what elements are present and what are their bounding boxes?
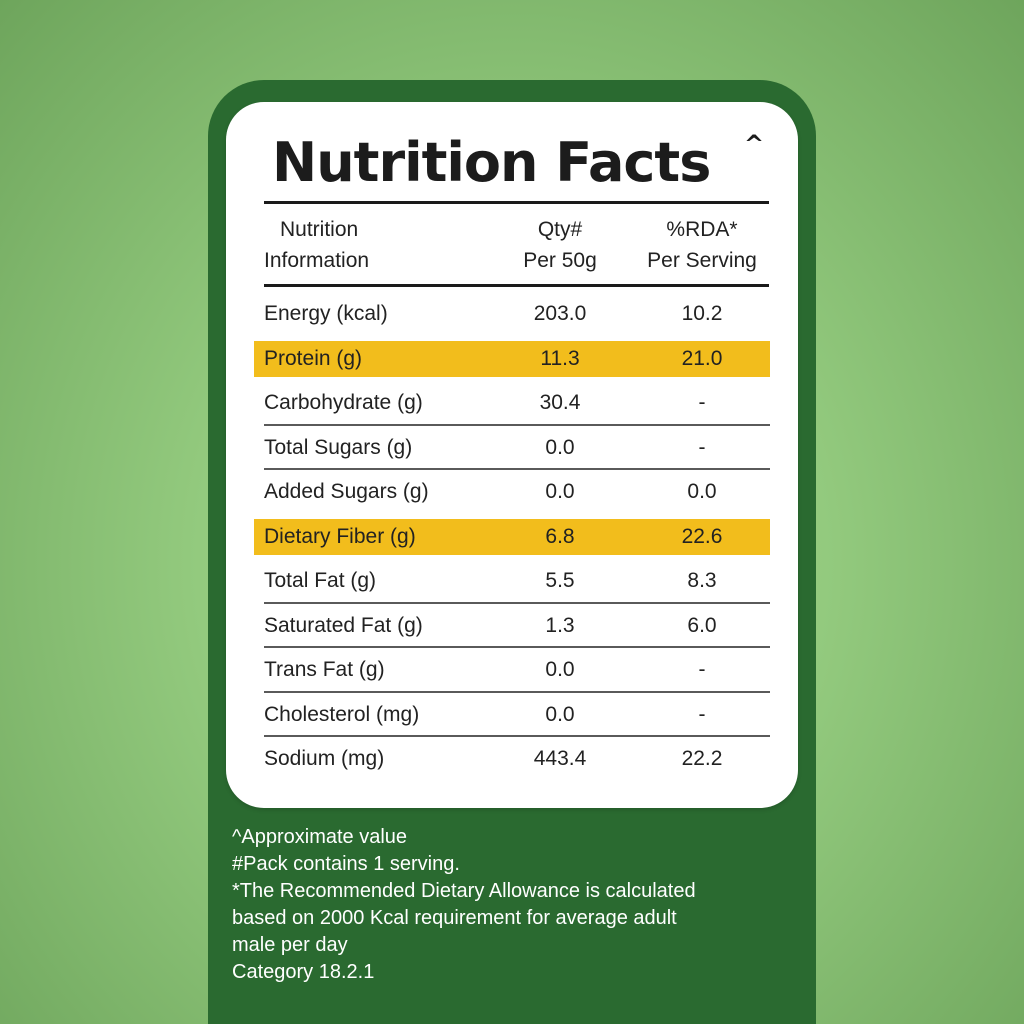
nutrient-rda: 10.2	[681, 302, 723, 325]
nutrient-quantity: 203.0	[533, 302, 587, 325]
nutrient-quantity: 11.3	[540, 346, 580, 370]
header-rda: %RDA* Per Serving	[632, 214, 772, 276]
nutrient-name: Added Sugars (g)	[264, 480, 429, 503]
row-divider	[264, 601, 770, 604]
nutrient-name: Total Fat (g)	[264, 569, 377, 592]
header-col1-line2: Information	[264, 249, 370, 272]
nutrition-table: Energy (kcal) 203.0 10.2 Protein (g) 11.3 21.…	[254, 292, 770, 782]
nutrient-quantity: 0.0	[545, 435, 575, 459]
nutrient-rda: 6.0	[687, 613, 717, 637]
row-highlight	[254, 340, 770, 377]
nutrient-quantity: 0.0	[545, 480, 575, 503]
nutrient-quantity: 30.4	[539, 391, 581, 414]
footnote-line: *The Recommended Dietary Allowance is ca…	[232, 880, 696, 902]
nutrient-name: Sodium (mg)	[264, 747, 385, 770]
footnote-line: based on 2000 Kcal requirement for avera…	[232, 907, 677, 929]
header-col3-line1: %RDA*	[666, 218, 738, 241]
nutrient-name: Energy (kcal)	[264, 302, 388, 325]
nutrient-quantity: 0.0	[545, 658, 575, 681]
table-row: Protein (g) 11.3 21.0	[254, 337, 770, 382]
nutrient-quantity: 443.4	[533, 747, 587, 770]
title-footnote-mark: ^	[744, 130, 765, 158]
footnote-line: #Pack contains 1 serving.	[232, 853, 460, 875]
row-divider	[264, 468, 770, 470]
nutrient-name: Protein (g)	[264, 346, 363, 370]
nutrient-rda: -	[698, 658, 706, 681]
nutrient-name: Trans Fat (g)	[264, 658, 385, 681]
header-col2-line1: Qty#	[537, 218, 583, 241]
row-highlight	[254, 518, 770, 555]
table-row: Sodium (mg) 443.4 22.2	[254, 737, 770, 782]
nutrition-title: Nutrition Facts	[272, 131, 711, 194]
nutrient-rda: 8.3	[687, 569, 717, 592]
header-col3-line2: Per Serving	[647, 249, 757, 272]
footnote-line: Category 18.2.1	[232, 961, 375, 983]
nutrient-quantity: 5.5	[545, 569, 575, 592]
header-col2-line2: Per 50g	[523, 249, 597, 272]
nutrient-name: Total Sugars (g)	[264, 435, 413, 459]
table-row: Energy (kcal) 203.0 10.2	[254, 292, 770, 337]
nutrient-rda: 22.6	[681, 524, 723, 548]
table-row: Total Fat (g) 5.5 8.3	[254, 559, 770, 604]
footnotes: ^Approximate value #Pack contains 1 servi…	[232, 824, 802, 986]
table-row: Saturated Fat (g) 1.3 6.0	[254, 604, 770, 648]
row-divider	[264, 646, 770, 648]
row-divider	[264, 735, 770, 737]
nutrient-rda: -	[698, 391, 706, 414]
header-divider	[264, 284, 769, 287]
nutrient-name: Carbohydrate (g)	[264, 391, 423, 414]
nutrient-rda: 0.0	[687, 480, 717, 503]
nutrition-card	[226, 102, 798, 808]
table-row: Trans Fat (g) 0.0 -	[254, 648, 770, 693]
table-row: Added Sugars (g) 0.0 0.0	[254, 470, 770, 515]
header-quantity: Qty# Per 50g	[508, 214, 612, 276]
nutrient-rda: -	[698, 702, 706, 726]
table-row: Cholesterol (mg) 0.0 -	[254, 693, 770, 737]
table-row: Carbohydrate (g) 30.4 -	[254, 381, 770, 426]
nutrient-quantity: 6.8	[545, 524, 575, 548]
nutrient-name: Saturated Fat (g)	[264, 613, 423, 637]
nutrient-quantity: 1.3	[545, 613, 575, 637]
header-nutrition-information: Nutrition Information	[264, 214, 369, 276]
row-divider	[264, 690, 770, 693]
nutrient-rda: -	[698, 435, 706, 459]
title-divider	[264, 201, 769, 204]
nutrient-name: Dietary Fiber (g)	[264, 524, 416, 548]
nutrient-quantity: 0.0	[545, 702, 575, 726]
row-divider	[264, 423, 770, 426]
table-row: Total Sugars (g) 0.0 -	[254, 426, 770, 470]
nutrient-name: Cholesterol (mg)	[264, 702, 420, 726]
footnote-line: ^Approximate value	[232, 826, 408, 848]
header-col1-line1: Nutrition	[280, 218, 359, 241]
nutrient-rda: 21.0	[681, 346, 723, 370]
footnote-line: male per day	[232, 934, 348, 956]
table-row: Dietary Fiber (g) 6.8 22.6	[254, 515, 770, 560]
nutrient-rda: 22.2	[681, 747, 723, 770]
